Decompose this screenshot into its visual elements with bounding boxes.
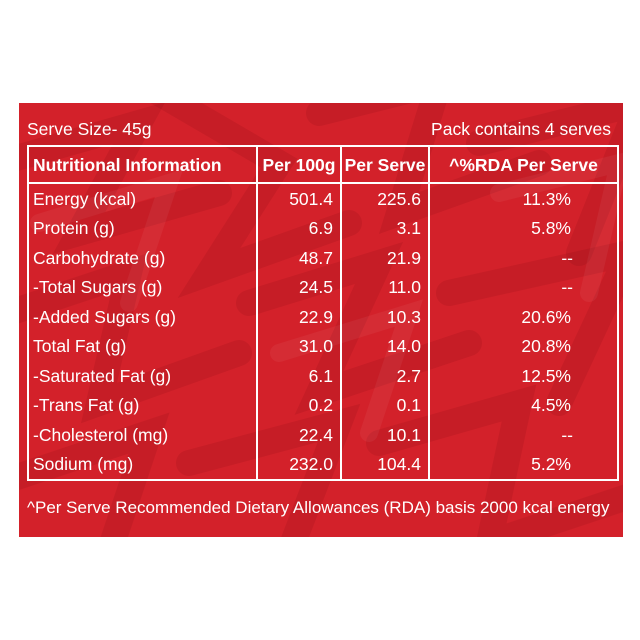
per-serve-value: 21.9 — [340, 242, 429, 273]
table-row: Total Fat (g) 31.0 14.0 20.8% — [29, 331, 617, 361]
header-per-serve: Per Serve — [340, 147, 429, 184]
per-serve-value: 0.1 — [340, 390, 429, 420]
nutrition-label-panel: Serve Size- 45g Pack contains 4 serves N… — [19, 103, 623, 537]
table-row: -Saturated Fat (g) 6.1 2.7 12.5% — [29, 360, 617, 391]
rda-value: -- — [428, 242, 617, 273]
nutrient-name: -Added Sugars (g) — [33, 306, 176, 327]
table-row: Protein (g) 6.9 3.1 5.8% — [29, 213, 617, 243]
table-row: -Trans Fat (g) 0.2 0.1 4.5% — [29, 390, 617, 420]
nutrient-name: Protein (g) — [33, 218, 115, 239]
per-serve-value: 10.1 — [340, 419, 429, 450]
table-row: Sodium (mg) 232.0 104.4 5.2% — [29, 449, 617, 479]
per-100g-value: 22.9 — [256, 301, 341, 332]
nutrient-name: Sodium (mg) — [33, 454, 134, 475]
nutrition-table: Nutritional Information Per 100g Per Ser… — [29, 147, 617, 479]
nutrient-name: Total Fat (g) — [33, 336, 127, 357]
nutrition-table-frame: Nutritional Information Per 100g Per Ser… — [27, 145, 619, 481]
rda-value: 5.2% — [428, 449, 617, 479]
per-serve-value: 11.0 — [340, 272, 429, 302]
rda-value: 4.5% — [428, 390, 617, 420]
per-serve-value: 14.0 — [340, 331, 429, 361]
per-100g-value: 24.5 — [256, 272, 341, 302]
rda-value: -- — [428, 272, 617, 302]
table-row: -Added Sugars (g) 22.9 10.3 20.6% — [29, 301, 617, 332]
per-100g-value: 232.0 — [256, 449, 341, 479]
serve-size: Serve Size- 45g — [27, 119, 152, 139]
per-100g-value: 31.0 — [256, 331, 341, 361]
nutrient-name: -Saturated Fat (g) — [33, 365, 172, 386]
per-100g-value: 6.9 — [256, 213, 341, 243]
rda-value: 5.8% — [428, 213, 617, 243]
nutrient-name: -Cholesterol (mg) — [33, 424, 169, 445]
table-row: -Total Sugars (g) 24.5 11.0 -- — [29, 272, 617, 302]
per-serve-value: 225.6 — [340, 183, 429, 214]
rda-value: 12.5% — [428, 360, 617, 391]
rda-value: 20.6% — [428, 301, 617, 332]
per-100g-value: 0.2 — [256, 390, 341, 420]
header-per-100g: Per 100g — [256, 147, 341, 184]
rda-value: 20.8% — [428, 331, 617, 361]
pack-info: Pack contains 4 serves — [431, 119, 611, 139]
per-serve-value: 3.1 — [340, 213, 429, 243]
nutrient-name: -Trans Fat (g) — [33, 395, 140, 416]
table-row: Energy (kcal) 501.4 225.6 11.3% — [29, 183, 617, 214]
table-header-row: Nutritional Information Per 100g Per Ser… — [29, 147, 617, 184]
per-100g-value: 6.1 — [256, 360, 341, 391]
per-serve-value: 2.7 — [340, 360, 429, 391]
header-rda-per-serve: ^%RDA Per Serve — [428, 147, 617, 184]
per-serve-value: 104.4 — [340, 449, 429, 479]
nutrient-name: Carbohydrate (g) — [33, 247, 166, 268]
nutrient-name: -Total Sugars (g) — [33, 277, 163, 298]
per-100g-value: 501.4 — [256, 183, 341, 214]
table-row: -Cholesterol (mg) 22.4 10.1 -- — [29, 419, 617, 450]
rda-footnote: ^Per Serve Recommended Dietary Allowance… — [27, 498, 610, 517]
rda-value: 11.3% — [428, 183, 617, 214]
per-serve-value: 10.3 — [340, 301, 429, 332]
header-nutritional-information: Nutritional Information — [29, 147, 257, 184]
nutrient-name: Energy (kcal) — [33, 188, 137, 209]
rda-value: -- — [428, 419, 617, 450]
per-100g-value: 48.7 — [256, 242, 341, 273]
per-100g-value: 22.4 — [256, 419, 341, 450]
table-row: Carbohydrate (g) 48.7 21.9 -- — [29, 242, 617, 273]
